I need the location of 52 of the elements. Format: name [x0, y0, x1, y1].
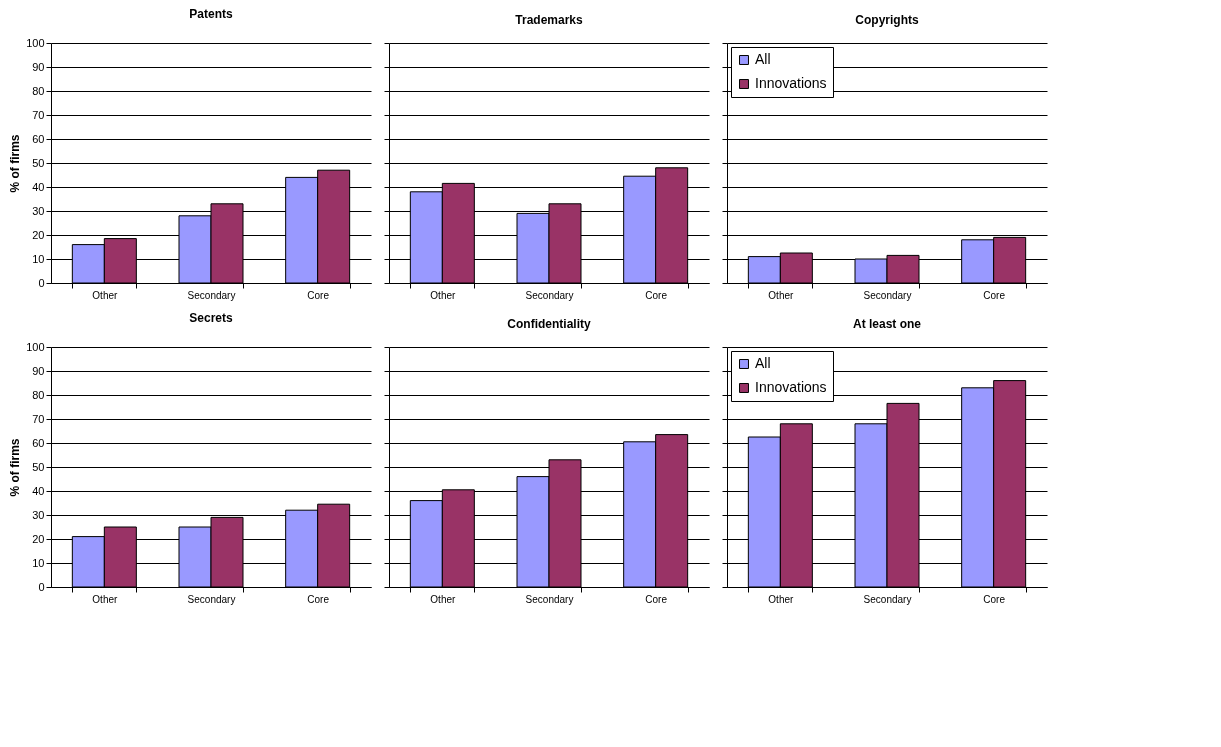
legend-label: Innovations	[755, 379, 827, 395]
x-tick-label: Core	[983, 289, 1006, 301]
chart-title: At least one	[852, 316, 922, 331]
y-tick-label: 0	[38, 580, 45, 593]
x-tick-label: Other	[430, 593, 457, 605]
legend-label: All	[755, 355, 771, 371]
legend-label: Innovations	[755, 75, 827, 91]
y-tick-label: 30	[32, 204, 45, 217]
chart-title: Secrets	[189, 311, 233, 325]
x-tick-label: Other	[92, 289, 119, 301]
y-tick-label: 10	[32, 556, 45, 569]
y-tick-label: 30	[32, 508, 45, 521]
y-tick-label: 90	[32, 60, 45, 73]
chart-title: Trademarks	[515, 12, 584, 27]
y-tick-label: 100	[26, 340, 45, 353]
y-tick-label: 90	[32, 364, 45, 377]
chart-title: Patents	[189, 7, 233, 21]
y-tick-label: 50	[32, 460, 45, 473]
x-tick-label: Core	[645, 289, 668, 301]
chart-title: Copyrights	[855, 12, 919, 27]
x-tick-label: Core	[307, 593, 330, 605]
x-tick-label: Secondary	[863, 593, 912, 605]
y-tick-label: 100	[26, 36, 45, 49]
y-tick-label: 60	[32, 132, 45, 145]
y-tick-label: 70	[32, 108, 45, 121]
chart-title: Confidentiality	[507, 316, 591, 331]
y-tick-label: 70	[32, 412, 45, 425]
x-tick-label: Secondary	[187, 593, 236, 605]
y-tick-label: 40	[32, 180, 45, 193]
y-tick-label: 20	[32, 532, 45, 545]
y-tick-label: 80	[32, 84, 45, 97]
y-axis-title: % of firms	[8, 438, 23, 497]
x-tick-label: Secondary	[187, 289, 236, 301]
y-tick-label: 50	[32, 156, 45, 169]
x-tick-label: Core	[645, 593, 668, 605]
x-tick-label: Other	[768, 593, 795, 605]
x-tick-label: Secondary	[863, 289, 912, 301]
y-tick-label: 0	[38, 276, 45, 289]
x-tick-label: Core	[983, 593, 1006, 605]
x-tick-label: Other	[92, 593, 119, 605]
y-tick-label: 80	[32, 388, 45, 401]
x-tick-label: Other	[430, 289, 457, 301]
x-tick-label: Secondary	[525, 593, 574, 605]
x-tick-label: Secondary	[525, 289, 574, 301]
y-axis-title: % of firms	[8, 134, 23, 193]
y-tick-label: 10	[32, 252, 45, 265]
legend-label: All	[755, 51, 771, 67]
y-tick-label: 60	[32, 436, 45, 449]
x-tick-label: Other	[768, 289, 795, 301]
y-tick-label: 40	[32, 484, 45, 497]
y-tick-label: 20	[32, 228, 45, 241]
x-tick-label: Core	[307, 289, 330, 301]
